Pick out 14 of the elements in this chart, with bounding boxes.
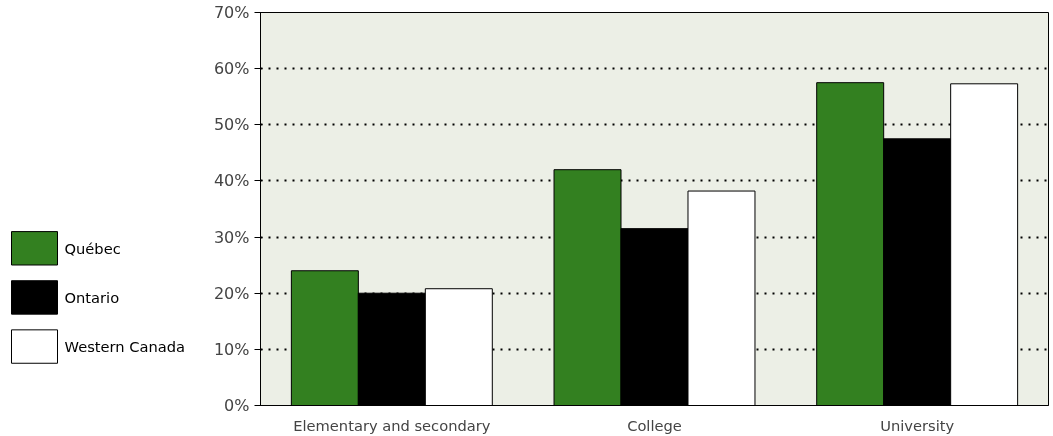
- y-tick-label: 0%: [224, 396, 250, 415]
- legend-label: Western Canada: [64, 338, 186, 356]
- y-tick-label: 70%: [213, 3, 250, 22]
- y-tick-label: 60%: [213, 59, 250, 79]
- legend-label: Ontario: [64, 288, 120, 306]
- y-tick-label: 20%: [213, 283, 250, 303]
- y-tick-label: 10%: [213, 339, 250, 359]
- x-tick-label: University: [880, 416, 955, 434]
- legend-label: Québec: [64, 239, 121, 257]
- y-tick-label: 50%: [213, 115, 250, 135]
- x-tick-label: Elementary and secondary: [293, 416, 491, 434]
- y-tick-label: 30%: [213, 227, 250, 247]
- y-tick-label: 40%: [213, 171, 250, 191]
- x-tick-label: College: [627, 416, 682, 434]
